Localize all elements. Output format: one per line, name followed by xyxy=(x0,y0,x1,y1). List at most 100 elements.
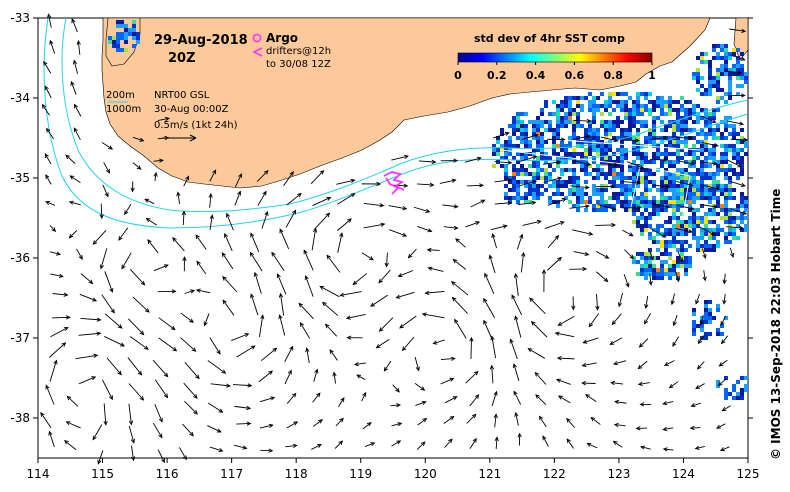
current-arrow xyxy=(444,396,458,404)
current-arrow xyxy=(154,379,169,399)
current-arrow xyxy=(336,178,356,185)
current-arrow xyxy=(637,381,650,386)
current-arrow xyxy=(726,225,744,230)
current-arrow xyxy=(68,200,81,206)
current-arrow xyxy=(361,391,367,402)
vector-scale-arrow xyxy=(162,134,197,142)
product-label: NRT00 GSL xyxy=(154,90,210,101)
current-arrow xyxy=(312,196,332,206)
current-arrow xyxy=(260,448,274,453)
current-arrow xyxy=(720,335,729,345)
current-arrow xyxy=(454,318,467,339)
current-arrow xyxy=(621,180,641,185)
current-arrow xyxy=(176,191,181,205)
current-arrow xyxy=(127,357,143,376)
current-arrow xyxy=(516,233,524,250)
current-arrow xyxy=(130,269,146,286)
current-arrow xyxy=(324,323,338,337)
current-arrow xyxy=(253,271,262,294)
current-arrow xyxy=(391,154,409,161)
current-arrow xyxy=(572,134,591,141)
current-arrow xyxy=(517,432,522,446)
current-arrow xyxy=(557,315,575,326)
current-arrow xyxy=(104,336,126,347)
current-arrow xyxy=(310,169,325,185)
current-arrow xyxy=(489,364,495,384)
current-arrow xyxy=(513,272,519,296)
current-arrow xyxy=(231,333,250,341)
current-arrow xyxy=(259,396,276,403)
current-arrow xyxy=(572,229,594,236)
current-arrow xyxy=(118,227,129,241)
current-arrow xyxy=(717,378,727,387)
current-arrow xyxy=(157,289,177,294)
current-arrow xyxy=(674,270,680,283)
current-arrow xyxy=(258,314,265,338)
map-time: 20Z xyxy=(168,51,196,66)
current-arrow xyxy=(649,135,668,141)
current-arrow xyxy=(621,138,640,143)
colorbar-tick-label: 1 xyxy=(648,69,656,82)
current-arrow xyxy=(418,159,437,165)
current-arrow xyxy=(180,312,195,323)
current-arrow xyxy=(543,176,563,183)
current-arrow xyxy=(573,118,592,124)
current-arrow xyxy=(256,169,269,182)
current-arrow xyxy=(389,229,408,237)
current-arrow xyxy=(329,349,338,361)
current-arrow xyxy=(399,315,417,329)
current-arrow xyxy=(699,314,704,327)
current-arrow xyxy=(720,315,726,326)
current-arrow xyxy=(622,229,634,237)
current-arrow xyxy=(488,254,496,274)
current-arrow xyxy=(195,234,207,250)
current-arrow xyxy=(590,416,601,425)
current-arrow xyxy=(145,217,157,226)
current-arrow xyxy=(469,437,477,449)
current-arrow xyxy=(547,198,567,206)
current-arrow xyxy=(99,248,108,270)
current-arrow xyxy=(271,251,285,271)
current-arrow xyxy=(407,248,417,259)
current-arrow xyxy=(544,221,565,230)
current-arrow xyxy=(305,347,310,363)
current-arrow xyxy=(286,421,299,429)
current-arrow xyxy=(648,272,653,286)
current-arrow xyxy=(132,136,145,142)
current-arrow xyxy=(566,417,576,429)
current-arrow xyxy=(209,337,221,355)
current-arrow xyxy=(352,273,368,286)
current-arrow xyxy=(695,383,705,390)
current-arrow xyxy=(208,192,213,208)
valid-time-label: 30-Aug 00:00Z xyxy=(154,104,229,115)
current-arrow xyxy=(337,232,344,253)
current-arrow xyxy=(313,368,319,382)
current-arrow xyxy=(153,264,169,272)
current-arrow xyxy=(417,417,428,426)
x-tick-label: 117 xyxy=(220,467,243,481)
current-arrow xyxy=(730,137,749,142)
current-arrow xyxy=(153,158,164,163)
current-arrow xyxy=(179,447,187,461)
current-arrow xyxy=(414,356,420,372)
current-arrow xyxy=(121,252,132,270)
current-arrow xyxy=(595,184,616,189)
current-arrow xyxy=(702,270,707,282)
current-arrow xyxy=(284,369,292,385)
current-arrow xyxy=(99,203,104,220)
current-arrow xyxy=(649,157,669,162)
current-arrow xyxy=(595,222,617,228)
current-arrow xyxy=(597,203,617,211)
current-arrow xyxy=(278,292,285,316)
current-arrow xyxy=(130,445,136,462)
current-arrow xyxy=(249,251,263,272)
current-arrow xyxy=(509,338,518,360)
current-arrow xyxy=(209,446,224,453)
current-arrow xyxy=(48,430,55,448)
x-tick-label: 115 xyxy=(91,467,114,481)
current-arrow xyxy=(128,383,145,401)
current-arrow xyxy=(361,252,374,261)
current-arrow xyxy=(390,403,402,408)
current-arrow xyxy=(338,397,345,407)
current-arrow xyxy=(346,335,363,340)
